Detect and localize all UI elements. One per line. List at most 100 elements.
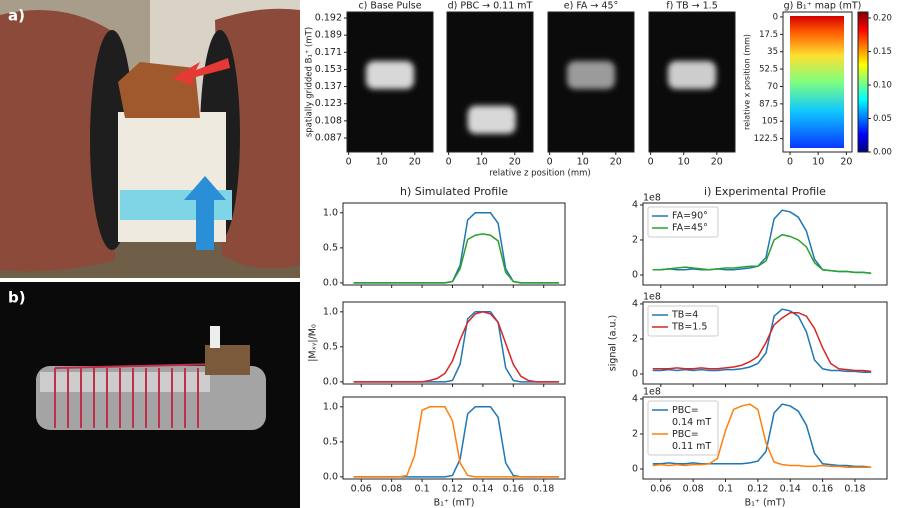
y-tick-label: 0.5 (323, 242, 338, 253)
y-tick-label: 4 (632, 199, 638, 210)
legend-label: TB=4 (671, 310, 698, 321)
y-tick-label: 0 (632, 464, 638, 475)
x-tick-label: 0.12 (442, 484, 463, 495)
y-tick-label: 0.189 (315, 30, 342, 41)
frame (446, 11, 534, 153)
y-tick-label: 1.0 (323, 207, 338, 218)
photo-b: b) (0, 282, 300, 508)
panel-title: h) Simulated Profile (400, 185, 508, 198)
y-tick-label: 4 (632, 393, 638, 404)
x-tick-label: 0.18 (533, 484, 554, 495)
series-line (652, 403, 872, 469)
heatmap-blob (467, 105, 516, 134)
frame (342, 301, 566, 385)
frame (648, 11, 736, 153)
circuit (205, 345, 250, 375)
y-tick-label: 0.192 (315, 13, 342, 24)
y-tick-label: 0 (632, 270, 638, 281)
panel-title: i) Experimental Profile (704, 185, 826, 198)
x-tick-label: 0.14 (472, 484, 493, 495)
y-tick-label: 0 (773, 12, 778, 22)
x-tick-label: 10 (678, 157, 690, 168)
y-tick-label: 0.5 (323, 341, 338, 352)
series-line (652, 403, 872, 469)
y-tick-label: 87.5 (759, 99, 778, 109)
legend-label: TB=1.5 (671, 322, 707, 333)
magnet-left (0, 10, 115, 272)
x-tick-label: 10 (476, 157, 488, 168)
y-tick-label: 105 (762, 117, 778, 127)
y-tick-label: 35 (767, 47, 778, 57)
legend-box (647, 400, 719, 456)
x-tick-label: 20 (711, 157, 723, 168)
y-tick-label: 0.0 (323, 471, 338, 482)
x-tick-label: 0.16 (503, 484, 524, 495)
legend-label: PBC= 0.14 mT (672, 405, 711, 428)
series-line (353, 233, 559, 284)
x-tick-label: 0.12 (747, 484, 768, 495)
legend-label: FA=45° (672, 223, 708, 234)
panel-title: f) TB → 1.5 (666, 1, 718, 12)
offset-label: 1e8 (643, 387, 661, 398)
legend-box (647, 305, 719, 337)
panel-title: d) PBC → 0.11 mT (448, 1, 533, 12)
x-tick-label: 0 (346, 157, 352, 168)
heatmap-blob (668, 61, 716, 89)
y-tick-label: 2 (632, 428, 638, 439)
y-tick-label: 70 (767, 82, 778, 92)
x-tick-label: 10 (376, 157, 388, 168)
x-tick-label: 0.08 (381, 484, 402, 495)
panel-title: e) FA → 45° (564, 1, 619, 12)
series-line (652, 233, 872, 275)
y-tick-label: 0 (632, 369, 638, 380)
colorbar-tick-label: 0.10 (873, 81, 892, 91)
photo-a: a) (0, 0, 300, 278)
x-tick-label: 0 (787, 157, 793, 168)
panel-title: g) B₁⁺ map (mT) (784, 1, 862, 12)
y-tick-label: 0.171 (315, 47, 342, 58)
heatmap-blob (366, 61, 414, 89)
y-tick-label: 0.153 (315, 64, 342, 75)
x-tick-label: 0.14 (780, 484, 801, 495)
y-axis-label: signal (a.u.) (608, 315, 619, 371)
panel-label: a) (8, 7, 25, 25)
frame (782, 11, 853, 153)
y-axis-label: relative x position (mm) (743, 34, 752, 130)
series-line (652, 311, 872, 373)
x-tick-label: 10 (577, 157, 589, 168)
panel-title: c) Base Pulse (358, 1, 421, 12)
colorbar-tick-label: 0.15 (873, 47, 892, 57)
y-tick-label: 17.5 (759, 30, 778, 40)
x-tick-label: 20 (840, 157, 852, 168)
magnet-right (215, 8, 300, 269)
y-tick-label: 1.0 (323, 306, 338, 317)
y-tick-label: 0.137 (315, 81, 342, 92)
x-tick-label: 10 (812, 157, 824, 168)
y-axis-label: spatially gridded B₁⁺ (mT) (305, 27, 315, 137)
x-tick-label: 0.06 (351, 484, 372, 495)
y-tick-label: 2 (632, 234, 638, 245)
x-tick-label: 20 (409, 157, 421, 168)
highlight (40, 372, 210, 392)
colorbar (857, 11, 869, 153)
colorbar-tick-label: 0.20 (873, 14, 892, 24)
x-tick-label: 0.16 (812, 484, 833, 495)
x-tick-label: 0.1 (415, 484, 430, 495)
x-tick-label: 0 (648, 157, 654, 168)
y-tick-label: 4 (632, 298, 638, 309)
frame (342, 396, 566, 480)
blue-arrow (184, 176, 226, 250)
y-tick-label: 52.5 (759, 65, 778, 75)
offset-label: 1e8 (643, 193, 661, 204)
x-tick-label: 0.08 (683, 484, 704, 495)
y-tick-label: 1.0 (323, 401, 338, 412)
y-tick-label: 0.123 (315, 98, 342, 109)
map-field (790, 16, 844, 148)
red-arrow (172, 58, 230, 86)
coil (54, 363, 226, 428)
y-tick-label: 0.5 (323, 436, 338, 447)
x-tick-label: 0.06 (650, 484, 671, 495)
legend-label: FA=90° (672, 211, 708, 222)
